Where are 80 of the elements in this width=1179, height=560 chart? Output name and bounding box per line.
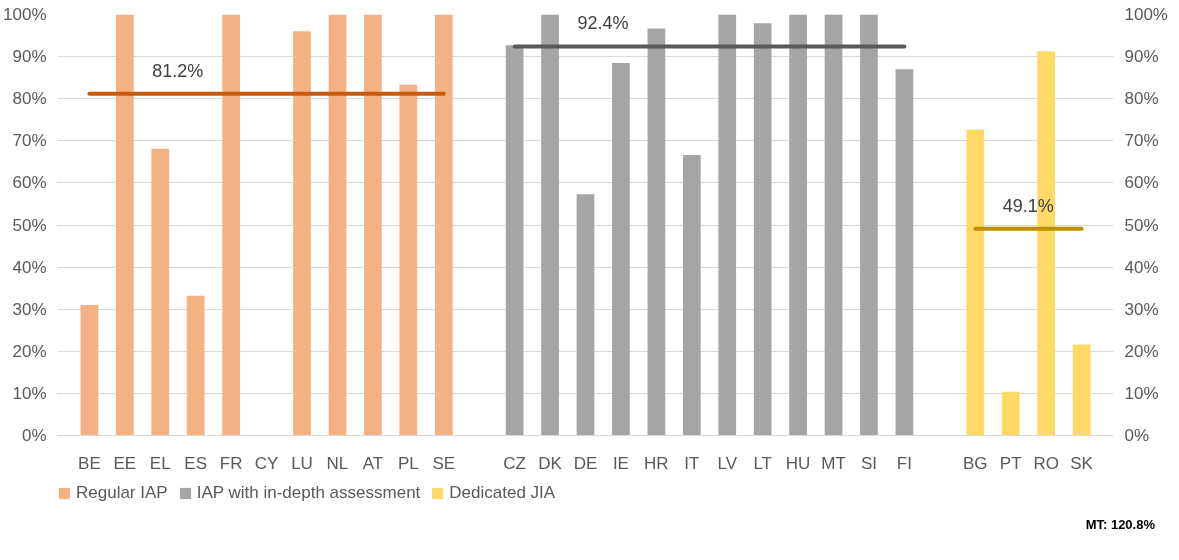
- bar: [115, 14, 134, 436]
- y2-tick-label: 80%: [1124, 89, 1159, 109]
- y2-tick-label: 100%: [1124, 5, 1168, 24]
- y-tick-label: 10%: [12, 383, 47, 403]
- x-tick-label: LT: [753, 453, 772, 473]
- y-tick-label: 70%: [12, 131, 47, 151]
- bar: [399, 84, 418, 436]
- bar: [895, 69, 914, 436]
- y2-tick-label: 50%: [1124, 215, 1159, 235]
- bar: [505, 45, 524, 436]
- bar: [612, 62, 630, 436]
- x-tick-label: BG: [963, 453, 988, 473]
- bar: [80, 304, 99, 436]
- x-tick-label: DK: [538, 453, 563, 473]
- x-tick-label: FR: [219, 453, 243, 473]
- legend-label: Dedicated JIA: [449, 483, 556, 503]
- x-tick-label: EL: [149, 453, 171, 473]
- y-tick-label: 20%: [12, 341, 47, 361]
- x-tick-label: MT: [821, 453, 846, 473]
- x-tick-label: BE: [78, 453, 101, 473]
- y2-tick-label: 0%: [1124, 426, 1150, 445]
- bar: [222, 14, 240, 436]
- bar: [541, 14, 559, 436]
- bar: [718, 14, 737, 436]
- x-tick-label: RO: [1033, 453, 1059, 473]
- x-tick-label: IE: [612, 453, 629, 473]
- legend-label: Regular IAP: [76, 483, 168, 503]
- y-tick-label: 30%: [12, 299, 47, 319]
- bar: [293, 31, 311, 436]
- bar: [328, 14, 347, 436]
- bar: [1001, 391, 1020, 436]
- y-tick-label: 50%: [12, 215, 47, 235]
- bar: [151, 148, 170, 436]
- x-tick-label: SE: [432, 453, 456, 473]
- y-tick-label: 80%: [12, 89, 47, 109]
- x-tick-label: NL: [326, 453, 349, 473]
- y-tick-label: 90%: [12, 47, 47, 67]
- y-tick-label: 100%: [3, 5, 47, 24]
- x-tick-label: CY: [254, 453, 279, 473]
- x-tick-label: IT: [684, 453, 700, 473]
- x-tick-label: PT: [999, 453, 1022, 473]
- bar: [647, 28, 666, 436]
- bar: [186, 295, 205, 436]
- bar: [682, 155, 701, 436]
- x-tick-label: FI: [896, 453, 912, 473]
- bar: [364, 14, 382, 436]
- x-tick-label: LV: [717, 453, 738, 473]
- y2-tick-label: 40%: [1124, 257, 1159, 277]
- bar: [860, 14, 878, 436]
- x-tick-label: SK: [1070, 453, 1094, 473]
- y2-tick-label: 20%: [1124, 341, 1159, 361]
- annotation: 81.2%: [152, 60, 204, 81]
- bar: [434, 14, 453, 436]
- y2-tick-label: 70%: [1124, 131, 1159, 151]
- annotation: 92.4%: [577, 13, 629, 34]
- bar: [753, 23, 772, 436]
- bar: [789, 14, 807, 436]
- text: MT: 120.8%: [1085, 516, 1155, 534]
- y2-tick-label: 30%: [1124, 299, 1159, 319]
- y2-tick-label: 90%: [1124, 47, 1159, 67]
- x-tick-label: SI: [860, 453, 878, 473]
- x-tick-label: AT: [362, 453, 384, 473]
- bar: [824, 14, 843, 436]
- legend-label: IAP with in-depth assessment: [196, 483, 421, 503]
- x-tick-label: DE: [573, 453, 598, 473]
- y2-tick-label: 60%: [1124, 173, 1159, 193]
- bar: [576, 194, 595, 436]
- x-tick-label: LU: [291, 453, 313, 473]
- x-tick-label: PL: [397, 453, 419, 473]
- y-tick-label: 0%: [21, 426, 47, 445]
- x-tick-label: EE: [113, 453, 137, 473]
- y-tick-label: 40%: [12, 257, 47, 277]
- y2-tick-label: 10%: [1124, 383, 1159, 403]
- bar: [1072, 344, 1091, 436]
- x-tick-label: ES: [184, 453, 208, 473]
- y-tick-label: 60%: [12, 173, 47, 193]
- bar: [966, 129, 985, 436]
- x-tick-label: HR: [644, 453, 669, 473]
- x-tick-label: CZ: [503, 453, 526, 473]
- x-tick-label: HU: [785, 453, 811, 473]
